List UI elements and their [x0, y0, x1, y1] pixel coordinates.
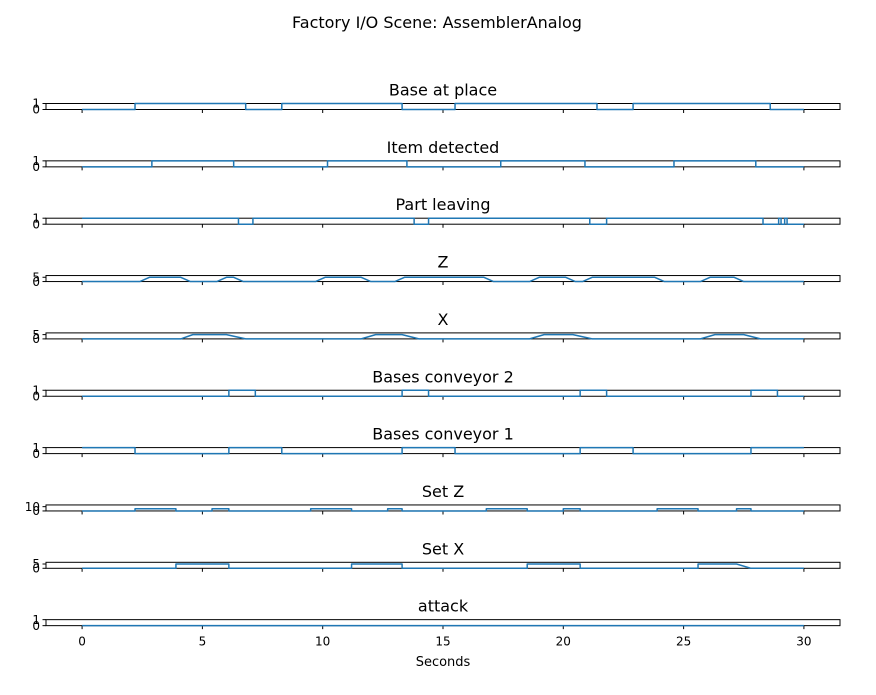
x-tick-label: 30: [796, 635, 811, 649]
panel-0: Base at place 01: [32, 81, 841, 117]
x-tick-label: 0: [78, 635, 86, 649]
series-line: [82, 333, 804, 340]
panel-4: X 05: [32, 310, 841, 346]
series-line: [82, 446, 804, 455]
y-tick-label: 0: [32, 619, 40, 633]
panel-title: attack: [418, 597, 469, 616]
panel-axes-frame: [45, 561, 841, 569]
x-tick-label: 25: [676, 635, 691, 649]
panel-title: Set X: [422, 539, 464, 558]
x-tick-label: 5: [199, 635, 207, 649]
panel-7: Set Z 010: [25, 482, 841, 518]
panel-9: attack 01: [32, 597, 841, 633]
x-tick-label: 10: [315, 635, 330, 649]
series-line: [82, 563, 804, 570]
y-tick-label: 5: [32, 557, 40, 571]
panel-title: Bases conveyor 1: [372, 425, 514, 444]
y-tick-label: 5: [32, 270, 40, 284]
figure-title: Factory I/O Scene: AssemblerAnalog: [292, 13, 582, 32]
y-tick-label: 0: [32, 389, 40, 403]
panel-axes-frame: [45, 275, 841, 283]
series-line: [82, 389, 804, 397]
y-tick-label: 5: [32, 328, 40, 342]
y-tick-label: 1: [32, 154, 40, 168]
y-tick-label: 0: [32, 275, 40, 289]
x-tick-label: 20: [556, 635, 571, 649]
y-tick-label: 0: [32, 160, 40, 174]
y-tick-label: 0: [32, 562, 40, 576]
panel-5: Bases conveyor 2 01: [32, 367, 841, 403]
panel-title: Set Z: [422, 482, 464, 501]
series-line: [82, 102, 804, 111]
panel-axes-frame: [45, 504, 841, 512]
x-axis-label: Seconds: [416, 655, 471, 670]
y-tick-label: 1: [32, 211, 40, 225]
panel-8: Set X 05: [32, 539, 841, 576]
y-tick-label: 0: [32, 447, 40, 461]
panel-axes-frame: [45, 103, 841, 110]
y-tick-label: 0: [32, 504, 40, 518]
panel-axes-frame: [45, 160, 841, 168]
y-tick-label: 0: [32, 332, 40, 346]
panel-title: Z: [438, 253, 449, 272]
panel-axes-frame: [45, 447, 841, 455]
panel-title: Item detected: [387, 138, 500, 157]
y-tick-label: 1: [32, 441, 40, 455]
panel-title: Bases conveyor 2: [372, 367, 514, 386]
panel-title: Part leaving: [396, 195, 491, 214]
x-tick-label: 15: [435, 635, 450, 649]
series-line: [82, 508, 804, 512]
series-line: [82, 276, 804, 283]
y-tick-label: 0: [32, 217, 40, 231]
y-tick-label: 10: [25, 500, 40, 514]
y-tick-label: 0: [32, 103, 40, 117]
y-tick-label: 1: [32, 97, 40, 111]
panel-axes-frame: [45, 619, 841, 627]
panel-title: Base at place: [389, 81, 497, 100]
panel-6: Bases conveyor 1 01: [32, 425, 841, 461]
y-tick-label: 1: [32, 613, 40, 627]
panel-2: Part leaving 01: [32, 195, 841, 231]
series-line: [82, 160, 804, 168]
panel-1: Item detected 01: [32, 138, 841, 174]
panel-title: X: [438, 310, 449, 329]
panel-axes-frame: [45, 217, 841, 225]
y-tick-label: 1: [32, 383, 40, 397]
panel-axes-frame: [45, 332, 841, 340]
panel-axes-frame: [45, 389, 841, 397]
series-line: [82, 217, 804, 225]
panel-3: Z 05: [32, 253, 841, 289]
